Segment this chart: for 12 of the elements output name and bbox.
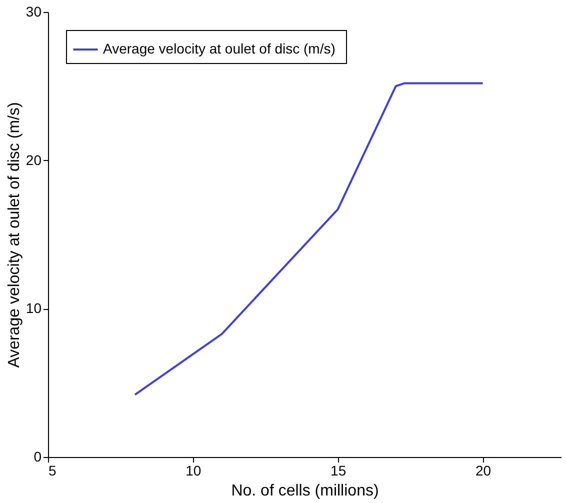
y-tick-label: 0 xyxy=(34,448,42,464)
x-tick-label: 5 xyxy=(48,462,56,478)
y-tick-label: 30 xyxy=(26,4,42,20)
x-tick-label: 20 xyxy=(475,462,492,478)
x-axis-title: No. of cells (millions) xyxy=(231,482,379,500)
y-tick-label: 10 xyxy=(26,300,42,316)
y-axis-title: Average velocity at oulet of disc (m/s) xyxy=(6,102,23,368)
x-tick-label: 10 xyxy=(186,462,202,478)
legend-label: Average velocity at oulet of disc (m/s) xyxy=(103,40,336,56)
y-tick-label: 20 xyxy=(26,152,42,168)
x-tick-label: 15 xyxy=(330,462,346,478)
line-series xyxy=(134,82,484,396)
